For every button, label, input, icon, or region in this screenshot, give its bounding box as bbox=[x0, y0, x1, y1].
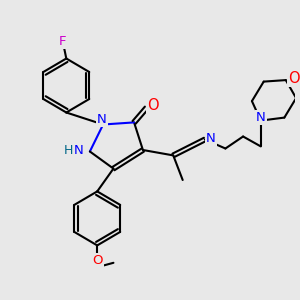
Text: N: N bbox=[206, 131, 216, 145]
Text: F: F bbox=[59, 34, 67, 48]
Text: O: O bbox=[147, 98, 159, 112]
Text: N: N bbox=[97, 112, 106, 126]
Text: O: O bbox=[93, 254, 103, 268]
Text: H: H bbox=[64, 143, 73, 157]
Text: O: O bbox=[288, 71, 300, 86]
Text: N: N bbox=[74, 143, 83, 157]
Text: N: N bbox=[256, 111, 266, 124]
